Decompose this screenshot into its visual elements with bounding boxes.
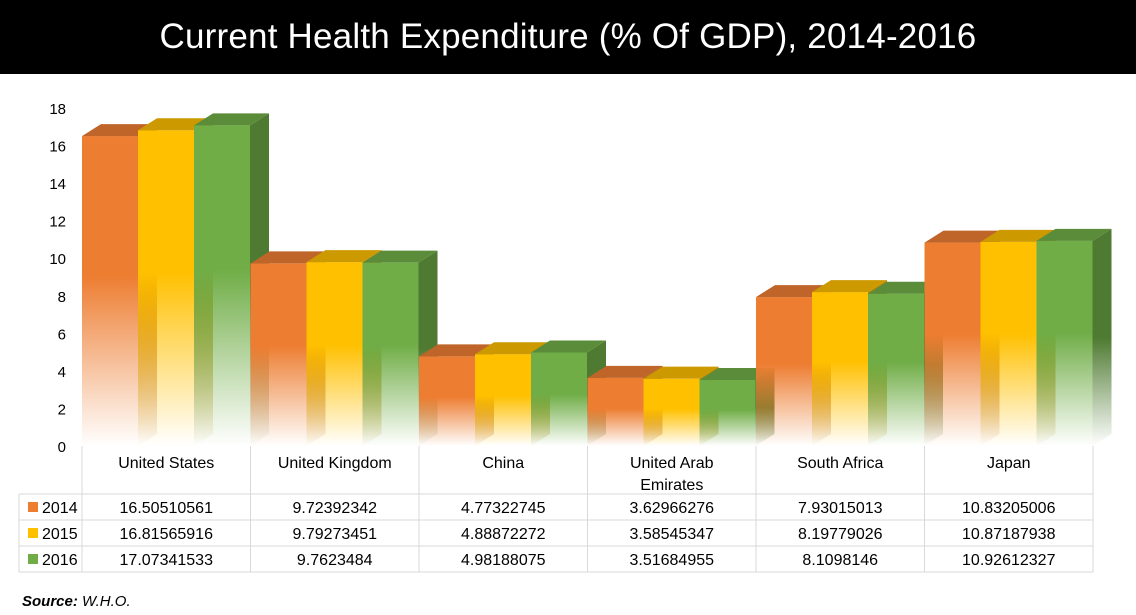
chart: 0 2 4 6 8 10 12 14 16 18 United States United King… [18,101,1112,573]
y-tick-label: 4 [58,364,66,381]
bar-japan-2016 [1036,228,1112,446]
bar-top [306,250,382,263]
table-cell-china-2015: 4.88872272 [461,526,546,543]
legend-swatch-2015 [28,528,38,538]
y-tick-label: 18 [49,101,66,118]
category-label-japan: Japan [987,455,1031,472]
bar-front [699,379,756,446]
bar-top [699,367,775,380]
bar-front [924,242,981,446]
bar-top [643,366,719,379]
bar-front [419,356,475,446]
legend-label-2014: 2014 [42,500,78,517]
bar-top [812,280,887,293]
category-label-united-kingdom: United Kingdom [278,455,392,472]
title-bar: Current Health Expenditure (% Of GDP), 2… [0,0,1136,74]
table-cell-china-2014: 4.77322745 [461,500,546,517]
y-tick-label: 16 [49,139,66,156]
bar-front [980,241,1037,446]
y-tick-label: 2 [58,401,66,418]
y-tick-label: 0 [58,439,66,456]
y-tick-label: 6 [58,326,66,343]
bar-top [475,342,550,355]
bar-top [924,230,1000,243]
table-cell-united-states-2015: 16.81565916 [120,526,214,543]
bar-top [194,113,269,126]
bar-front [531,352,587,446]
legend-label-2016: 2016 [42,552,78,569]
bar-side [1092,228,1112,446]
y-axis: 0 2 4 6 8 10 12 14 16 18 [49,101,66,456]
category-label-south-africa: South Africa [797,455,883,472]
table-cell-united-arab-emirates-2016: 3.51684955 [629,552,714,569]
bars [82,113,1112,446]
bar-top [868,281,943,294]
bar-top [587,365,663,378]
bar-front [756,297,812,446]
bar-front [306,262,363,446]
table-row-2014: 2014 16.50510561 9.72392342 4.77322745 3.629… [28,500,1056,517]
table-cell-japan-2015: 10.87187938 [962,526,1056,543]
bar-top [419,344,494,357]
bar-front [587,377,644,446]
bar-front [250,263,307,446]
y-tick-label: 10 [49,251,66,268]
table-cell-china-2016: 4.98188075 [461,552,546,569]
bar-top [362,250,438,263]
bar-front [1036,240,1093,446]
table-row-2016: 2016 17.07341533 9.7623484 4.98188075 3.5168… [28,552,1056,569]
table-cell-south-africa-2016: 8.1098146 [802,552,878,569]
source-text: W.H.O. [77,593,131,610]
bar-front [362,262,419,446]
legend-swatch-2014 [28,502,38,512]
y-tick-label: 14 [49,176,66,193]
bar-front [868,293,924,446]
table-cell-united-kingdom-2015: 9.79273451 [292,526,377,543]
table-cell-japan-2016: 10.92612327 [962,552,1056,569]
table-cell-japan-2014: 10.83205006 [962,500,1056,517]
legend-label-2015: 2015 [42,526,78,543]
table-cell-united-arab-emirates-2015: 3.58545347 [629,526,714,543]
table-cell-united-states-2016: 17.07341533 [120,552,214,569]
y-tick-label: 8 [58,289,66,306]
bar-front [475,354,531,446]
y-tick-label: 12 [49,214,66,231]
bar-top [980,229,1056,242]
bar-top [531,340,606,353]
bar-front [82,136,138,446]
chart-title: Current Health Expenditure (% Of GDP), 2… [159,17,977,56]
bar-front [643,378,700,446]
bar-top [1036,228,1112,241]
table-row-2015: 2015 16.81565916 9.79273451 4.88872272 3.585… [28,526,1056,543]
table-cell-south-africa-2015: 8.19779026 [798,526,883,543]
bar-front [138,130,194,446]
table-cell-united-kingdom-2016: 9.7623484 [297,552,373,569]
category-label-united-states: United States [118,455,214,472]
bar-front [812,292,868,446]
table-cell-united-states-2014: 16.50510561 [120,500,214,517]
data-table: United States United Kingdom China United A… [18,446,1094,573]
table-cell-united-kingdom-2014: 9.72392342 [292,500,377,517]
category-label-china: China [482,455,524,472]
table-cell-united-arab-emirates-2014: 3.62966276 [629,500,714,517]
source-label: Source: [22,593,78,610]
bar-top [250,251,326,264]
source-note: Source: W.H.O. [22,593,131,610]
table-cell-south-africa-2014: 7.93015013 [798,500,883,517]
category-label-united-arab-emirates: United Arab Emirates [630,455,714,494]
bar-front [194,125,250,446]
legend-swatch-2016 [28,554,38,564]
